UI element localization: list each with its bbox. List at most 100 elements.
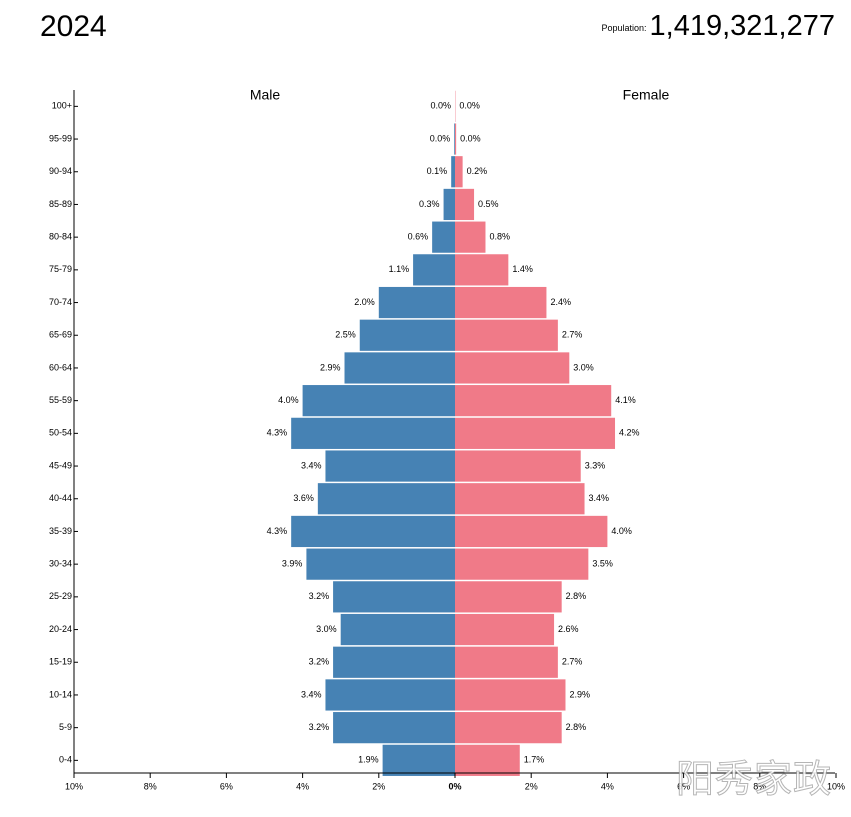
age-group-label: 30-34 <box>49 559 72 569</box>
female-bar <box>455 613 555 646</box>
female-value-label: 1.4% <box>512 264 533 274</box>
female-value-label: 3.5% <box>592 559 613 569</box>
age-group-label: 25-29 <box>49 591 72 601</box>
male-header: Male <box>250 87 281 103</box>
female-value-label: 1.7% <box>524 755 545 765</box>
male-bar <box>291 417 455 449</box>
male-value-label: 3.6% <box>293 493 314 503</box>
female-value-label: 0.8% <box>489 232 510 242</box>
male-value-label: 0.6% <box>408 232 429 242</box>
male-value-label: 0.3% <box>419 199 440 209</box>
x-tick-label: 10% <box>65 781 83 791</box>
male-bar <box>325 450 455 482</box>
male-bar <box>291 515 455 548</box>
age-group-label: 35-39 <box>49 526 72 536</box>
female-value-label: 3.0% <box>573 362 594 372</box>
male-bar <box>359 319 455 351</box>
age-group-label: 100+ <box>52 101 72 111</box>
male-bar <box>333 581 455 613</box>
age-group-label: 75-79 <box>49 264 72 274</box>
female-bar <box>455 254 509 286</box>
age-group-label: 85-89 <box>49 199 72 209</box>
male-bar <box>344 352 455 384</box>
male-value-label: 3.0% <box>316 624 337 634</box>
female-bar <box>455 221 486 253</box>
age-group-label: 50-54 <box>49 428 72 438</box>
male-value-label: 3.2% <box>309 722 330 732</box>
female-bar <box>455 319 558 351</box>
female-bar <box>455 646 558 678</box>
population-value: 1,419,321,277 <box>649 10 835 42</box>
male-value-label: 1.9% <box>358 755 379 765</box>
female-bar <box>455 188 475 221</box>
male-value-label: 3.9% <box>282 559 303 569</box>
female-bar <box>455 712 562 744</box>
male-bar <box>340 613 455 646</box>
male-value-label: 4.0% <box>278 395 299 405</box>
female-value-label: 4.1% <box>615 395 636 405</box>
female-bar <box>455 515 608 548</box>
age-group-label: 15-19 <box>49 657 72 667</box>
male-value-label: 0.0% <box>430 133 451 143</box>
population-label: Population: <box>601 23 647 33</box>
age-group-label: 40-44 <box>49 493 72 503</box>
female-value-label: 0.5% <box>478 199 499 209</box>
male-bar <box>333 646 455 678</box>
female-value-label: 2.8% <box>566 591 587 601</box>
female-value-label: 2.6% <box>558 624 579 634</box>
x-tick-label: 8% <box>144 781 157 791</box>
female-value-label: 3.4% <box>589 493 610 503</box>
female-bar <box>455 417 616 449</box>
age-group-label: 95-99 <box>49 133 72 143</box>
x-tick-label: 6% <box>220 781 233 791</box>
male-value-label: 2.5% <box>335 330 356 340</box>
male-bar <box>325 679 455 711</box>
male-bar <box>302 385 455 417</box>
female-value-label: 0.0% <box>459 101 480 111</box>
female-value-label: 3.3% <box>585 460 606 470</box>
female-value-label: 4.0% <box>611 526 632 536</box>
male-value-label: 3.4% <box>301 689 322 699</box>
age-group-label: 5-9 <box>59 722 72 732</box>
female-value-label: 4.2% <box>619 428 640 438</box>
x-tick-label: 2% <box>525 781 538 791</box>
male-bar <box>451 156 455 188</box>
female-value-label: 2.7% <box>562 330 583 340</box>
male-bar <box>378 286 455 319</box>
watermark: 阳秀家政 <box>675 757 833 802</box>
female-bar <box>455 286 547 319</box>
female-value-label: 0.2% <box>467 166 488 176</box>
x-tick-label: 4% <box>601 781 614 791</box>
female-value-label: 2.9% <box>569 689 590 699</box>
male-bar <box>317 483 455 515</box>
male-value-label: 3.4% <box>301 460 322 470</box>
x-tick-label: 8% <box>753 781 766 791</box>
female-bar <box>455 483 585 515</box>
female-value-label: 2.7% <box>562 657 583 667</box>
age-group-label: 55-59 <box>49 395 72 405</box>
female-bar <box>455 123 457 155</box>
x-tick-label: 6% <box>677 781 690 791</box>
age-group-label: 80-84 <box>49 232 72 242</box>
male-value-label: 4.3% <box>267 526 288 536</box>
age-group-label: 20-24 <box>49 624 72 634</box>
population-display: Population: 1,419,321,277 <box>601 10 835 43</box>
male-value-label: 0.0% <box>430 101 451 111</box>
male-bar <box>382 744 455 776</box>
male-bar <box>413 254 455 286</box>
female-header: Female <box>623 87 670 103</box>
male-value-label: 1.1% <box>389 264 410 274</box>
male-value-label: 4.3% <box>267 428 288 438</box>
female-value-label: 0.0% <box>460 133 481 143</box>
female-bar <box>455 352 570 384</box>
female-bar <box>455 679 566 711</box>
age-group-label: 45-49 <box>49 460 72 470</box>
male-bar <box>454 123 455 155</box>
male-bar <box>432 221 455 253</box>
x-tick-label: 10% <box>827 781 845 791</box>
age-group-label: 70-74 <box>49 297 72 307</box>
female-bar <box>455 156 463 188</box>
male-value-label: 2.0% <box>354 297 375 307</box>
male-value-label: 2.9% <box>320 362 341 372</box>
